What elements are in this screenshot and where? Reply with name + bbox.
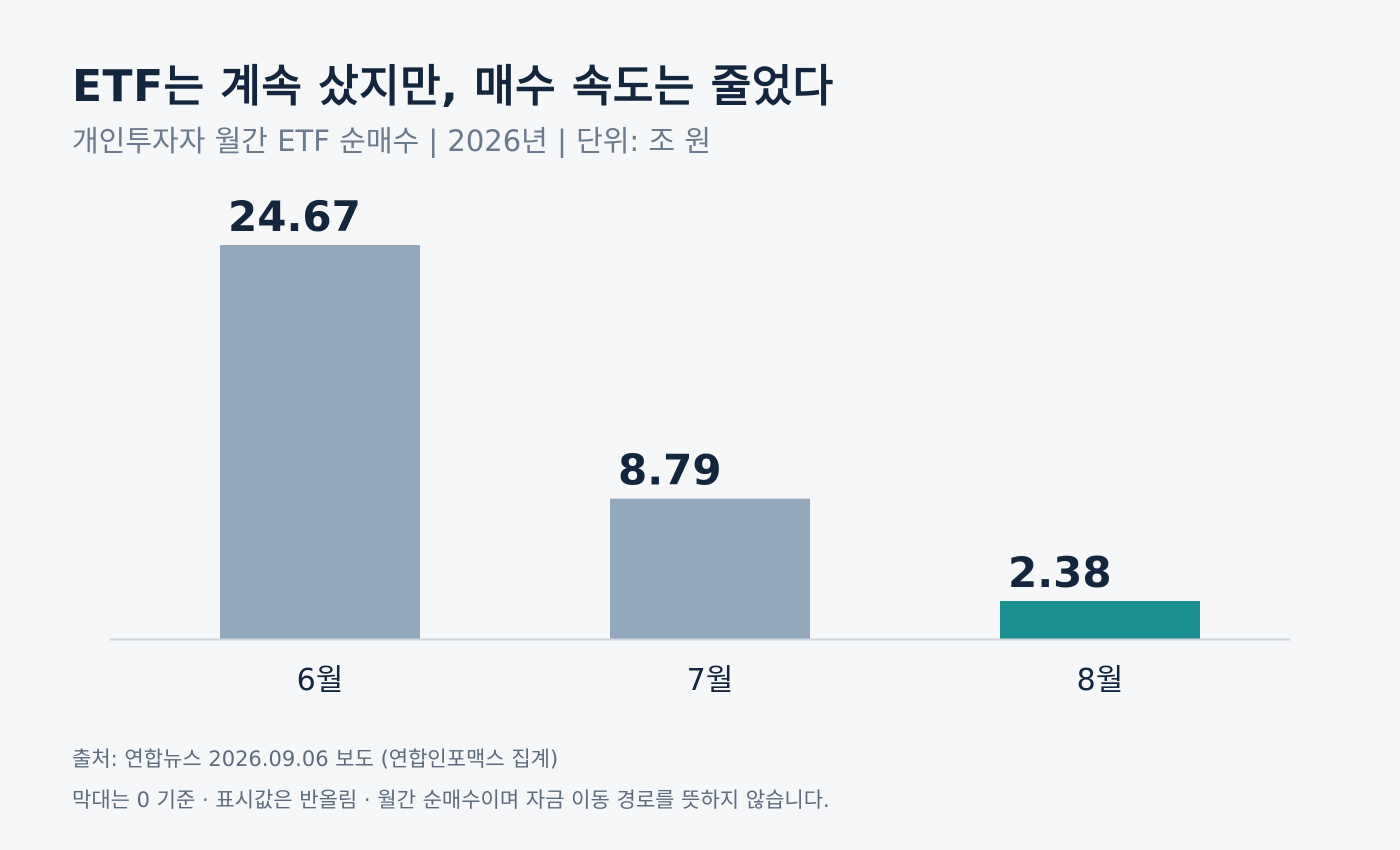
value-label-2: 8.79 [618, 446, 722, 495]
chart-title: ETF는 계속 샀지만, 매수 속도는 줄었다 [72, 61, 834, 112]
bar-2 [610, 498, 810, 639]
category-label-2: 7월 [687, 663, 734, 698]
chart-subtitle: 개인투자자 월간 ETF 순매수 | 2026년 | 단위: 조 원 [72, 124, 711, 158]
category-label-1: 6월 [297, 663, 344, 698]
value-label-1: 24.67 [228, 192, 361, 241]
methodology-note: 막대는 0 기준 · 표시값은 반올림 · 월간 순매수이며 자금 이동 경로를… [72, 788, 830, 812]
source-note: 출처: 연합뉴스 2026.09.06 보도 (연합인포맥스 집계) [72, 747, 559, 771]
bar-3 [1000, 600, 1200, 639]
category-label-3: 8월 [1077, 663, 1124, 698]
value-label-3: 2.38 [1008, 548, 1112, 597]
bar-1 [220, 245, 420, 639]
